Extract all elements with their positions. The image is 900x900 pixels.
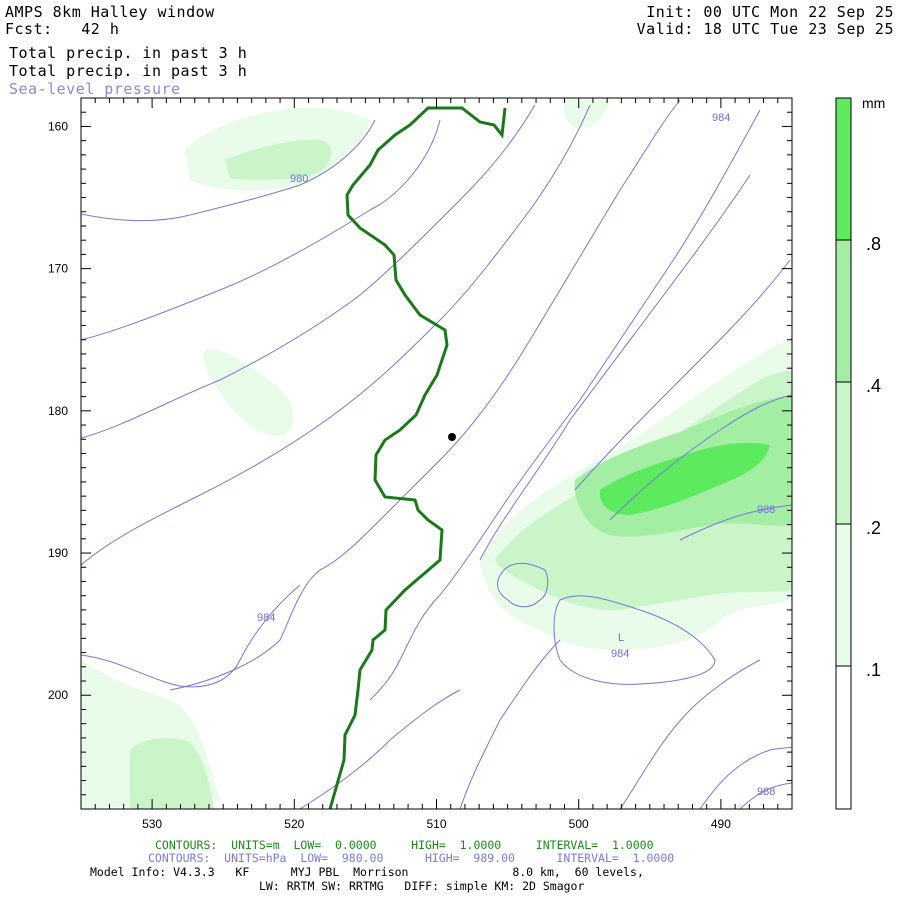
title: AMPS 8km Halley window bbox=[5, 3, 215, 21]
y-tick-label: 170 bbox=[48, 262, 68, 276]
forecast-hour: Fcst: 42 h bbox=[5, 20, 120, 38]
contour-label-988-right: 988 bbox=[757, 504, 775, 516]
x-tick-label: 530 bbox=[142, 817, 162, 831]
colorbar: mm .8 .4 .2 .1 bbox=[835, 95, 885, 810]
y-tick-label: 160 bbox=[48, 119, 68, 133]
y-tick-label: 190 bbox=[48, 546, 68, 560]
footer-contours-coast: CONTOURS: UNITS=m LOW= 0.0000 HIGH= 1.00… bbox=[155, 838, 654, 852]
colorbar-label-0.4: .4 bbox=[866, 376, 881, 396]
footer-contours-pressure: CONTOURS: UNITS=hPa LOW= 980.00 HIGH= 98… bbox=[148, 851, 675, 865]
contour-label-984-left: 984 bbox=[257, 612, 275, 624]
x-tick-label: 510 bbox=[426, 817, 446, 831]
halley-station-dot bbox=[448, 433, 456, 441]
x-tick-label: 500 bbox=[569, 817, 589, 831]
x-tick-label: 520 bbox=[284, 817, 304, 831]
valid-time: Valid: 18 UTC Tue 23 Sep 25 bbox=[636, 20, 894, 38]
y-tick-label: 200 bbox=[48, 688, 68, 702]
footer-model-info: Model Info: V4.3.3 KF MYJ PBL Morrison 8… bbox=[90, 865, 644, 879]
colorbar-label-0.8: .8 bbox=[866, 234, 881, 254]
field-label-slp: Sea-level pressure bbox=[9, 80, 181, 98]
field-label-2: Total precip. in past 3 h bbox=[9, 62, 248, 80]
pressure-isobars bbox=[81, 99, 792, 809]
footer-physics-info: LW: RRTM SW: RRTMG DIFF: simple KM: 2D S… bbox=[259, 879, 585, 893]
contour-label-988-bottom: 988 bbox=[757, 786, 775, 798]
init-time: Init: 00 UTC Mon 22 Sep 25 bbox=[646, 3, 894, 21]
low-marker: L bbox=[618, 632, 624, 644]
x-tick-label: 490 bbox=[711, 817, 731, 831]
colorbar-label-0.1: .1 bbox=[866, 660, 881, 680]
colorbar-label-0.2: .2 bbox=[866, 518, 881, 538]
contour-label-984-low: 984 bbox=[611, 648, 629, 660]
field-label-1: Total precip. in past 3 h bbox=[9, 44, 248, 62]
y-tick-label: 180 bbox=[48, 404, 68, 418]
contour-label-984-top: 984 bbox=[712, 112, 730, 124]
contour-label-980: 980 bbox=[290, 173, 308, 185]
colorbar-unit: mm bbox=[862, 95, 885, 111]
coastline bbox=[328, 106, 507, 810]
